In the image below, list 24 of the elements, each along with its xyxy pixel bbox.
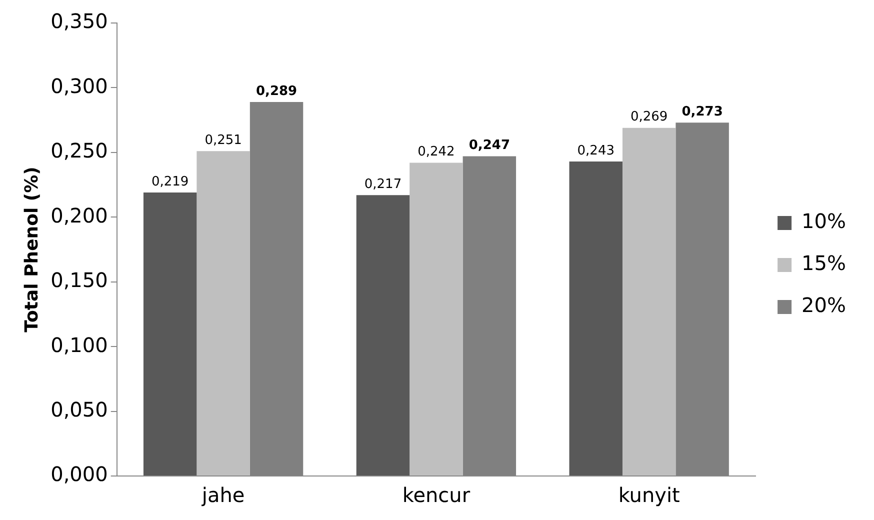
legend-label: 10% — [802, 209, 846, 234]
data-label: 0,242 — [418, 144, 455, 160]
x-tick-label: kunyit — [618, 483, 680, 508]
data-label: 0,269 — [630, 110, 668, 125]
y-tick-label: 0,150 — [50, 268, 108, 292]
data-label: 0,289 — [256, 84, 298, 99]
legend-label: 15% — [802, 251, 846, 276]
y-tick-label: 0,000 — [50, 462, 108, 486]
data-label: 0,243 — [577, 143, 614, 158]
x-tick-label: kencur — [402, 483, 471, 508]
data-label: 0,251 — [204, 133, 242, 148]
data-label: 0,219 — [151, 174, 189, 190]
data-label: 0,247 — [468, 138, 510, 154]
y-tick-label: 0,300 — [50, 74, 108, 98]
y-tick-label: 0,100 — [50, 332, 108, 357]
data-label: 0,273 — [682, 104, 723, 120]
y-tick-label: 0,050 — [50, 397, 108, 422]
data-label: 0,217 — [364, 177, 402, 192]
x-tick-label: jahe — [200, 483, 245, 508]
legend-label: 20% — [802, 293, 846, 318]
y-axis-title: Total Phenol (%) — [21, 166, 42, 332]
y-tick-label: 0,250 — [50, 138, 108, 163]
y-tick-label: 0,200 — [50, 203, 108, 228]
y-tick-label: 0,350 — [50, 9, 108, 34]
